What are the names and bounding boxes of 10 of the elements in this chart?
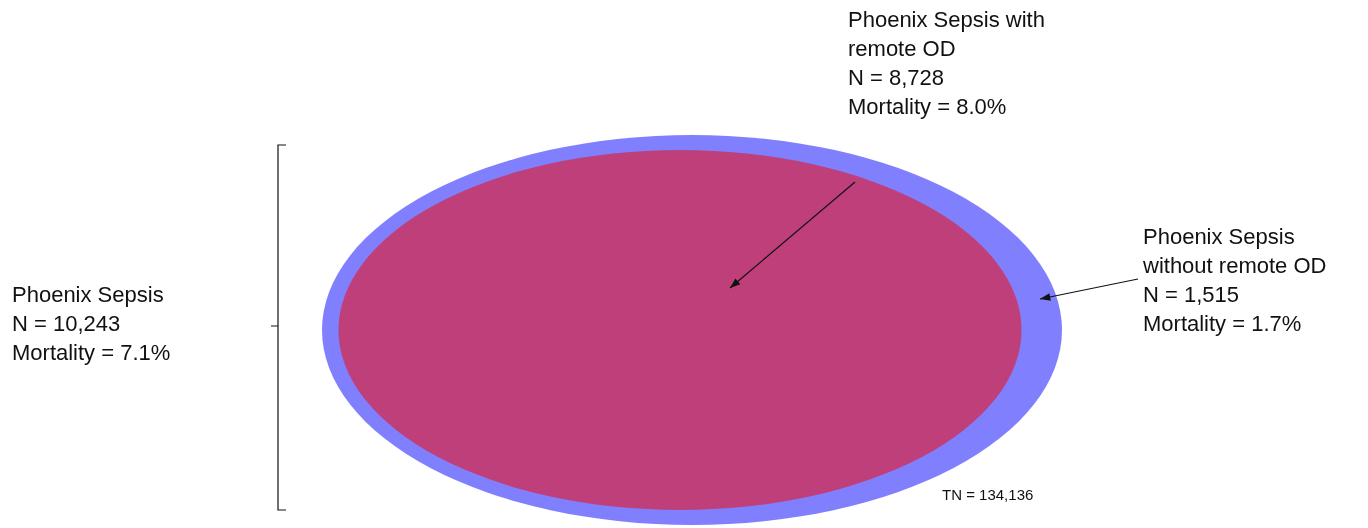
- text: N = 10,243: [12, 310, 122, 338]
- category-label: Phoenix Sepsis with remote OD: [848, 6, 1045, 63]
- text: Phoenix Sepsis: [12, 281, 165, 309]
- text: TN = 134,136: [942, 485, 1034, 504]
- text: Mortality = 1.7%: [1143, 310, 1303, 338]
- text: Mortality = 8.0%: [848, 93, 1008, 121]
- category-label: Phoenix Sepsis without remote OD: [1143, 223, 1327, 280]
- data-label: N = 1,515: [1143, 281, 1240, 309]
- data-label: N = 8,728: [848, 64, 945, 92]
- text: Mortality = 7.1%: [12, 339, 171, 367]
